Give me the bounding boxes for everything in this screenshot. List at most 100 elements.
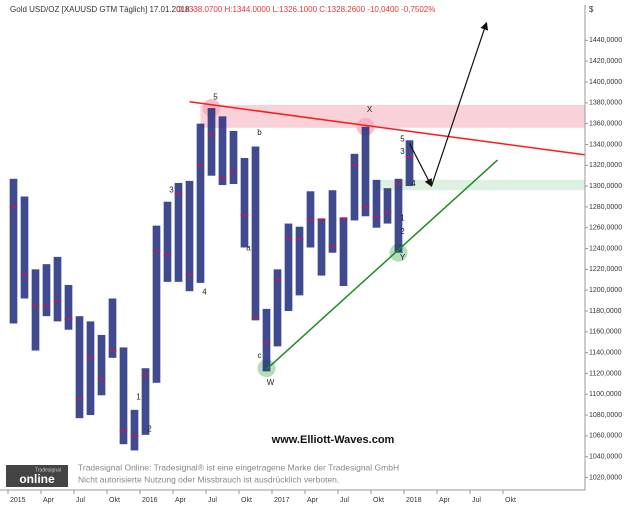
wave-label: 5 — [400, 134, 405, 143]
price-bar — [97, 334, 106, 396]
watermark: www.Elliott-Waves.com — [271, 434, 395, 446]
y-tick-label: 1080,0000 — [589, 412, 622, 419]
price-bar — [42, 264, 51, 317]
price-bar — [394, 178, 403, 253]
wave-label: 2 — [147, 425, 152, 434]
y-tick-label: 1020,0000 — [589, 474, 622, 481]
chart-title: Gold USD/OZ [XAUUSD GTM Täglich] 17.01.2… — [10, 5, 195, 14]
price-bar — [218, 116, 227, 186]
y-tick-label: 1280,0000 — [589, 204, 622, 211]
y-tick-label: 1200,0000 — [589, 287, 622, 294]
x-tick-label: 2018 — [406, 497, 422, 504]
price-bar — [141, 368, 150, 435]
wave-label: 4 — [411, 179, 416, 188]
wave-label: Y — [400, 253, 406, 262]
y-tick-label: 1440,0000 — [589, 37, 622, 44]
price-bar — [152, 225, 161, 383]
wave-label: 4 — [202, 287, 207, 296]
y-tick-label: 1060,0000 — [589, 433, 622, 440]
x-tick-label: 2017 — [274, 497, 290, 504]
footer-line: Nicht autorisierte Nutzung oder Missbrau… — [78, 474, 339, 484]
price-bar — [86, 321, 95, 416]
x-tick-label: Okt — [505, 497, 516, 504]
y-tick-label: 1220,0000 — [589, 266, 622, 273]
price-bar — [53, 256, 62, 322]
price-bar — [273, 269, 282, 347]
wave-label: X — [367, 105, 373, 114]
y-tick-label: 1240,0000 — [589, 245, 622, 252]
arrow — [430, 21, 489, 187]
price-bar — [328, 190, 337, 253]
price-bar — [295, 226, 304, 296]
x-tick-label: 2015 — [10, 497, 26, 504]
y-tick-label: 1260,0000 — [589, 225, 622, 232]
wave-label: 5 — [213, 93, 218, 102]
x-tick-label: Apr — [175, 497, 187, 504]
y-unit: $ — [589, 5, 594, 14]
wave-label: 1 — [136, 392, 141, 401]
x-tick-label: Apr — [307, 497, 319, 504]
x-tick-label: Apr — [439, 497, 451, 504]
wave-label: c — [258, 351, 262, 360]
y-tick-label: 1140,0000 — [589, 349, 622, 356]
price-bar — [75, 316, 84, 419]
price-bar — [130, 409, 139, 451]
price-bar — [174, 182, 183, 282]
price-bar — [284, 223, 293, 311]
trendline — [189, 101, 586, 156]
zone — [200, 104, 585, 128]
x-tick-label: Okt — [241, 497, 252, 504]
price-bar — [9, 178, 18, 324]
x-tick-label: Okt — [373, 497, 384, 504]
x-tick-label: Jul — [208, 497, 217, 504]
x-tick-label: Jul — [76, 497, 85, 504]
logo-text: online — [19, 472, 55, 486]
price-bar — [262, 308, 271, 372]
price-bar — [20, 196, 29, 299]
wave-label: a — [246, 244, 251, 253]
layer-marks: 5 Xb 3 4 a c W 1 2 5 3 4 1 2 Y — [9, 21, 586, 451]
price-bar — [339, 217, 348, 287]
y-tick-label: 1100,0000 — [589, 391, 622, 398]
price-bar — [108, 298, 117, 358]
x-tick-label: Apr — [43, 497, 55, 504]
price-bar — [372, 179, 381, 228]
y-tick-label: 1340,0000 — [589, 141, 622, 148]
price-bar — [361, 126, 370, 217]
arrow — [408, 143, 433, 187]
y-tick-label: 1040,0000 — [589, 454, 622, 461]
y-tick-label: 1420,0000 — [589, 58, 622, 65]
price-bar — [185, 180, 194, 292]
y-tick-label: 1360,0000 — [589, 120, 622, 127]
y-tick-label: 1380,0000 — [589, 100, 622, 107]
x-tick-label: Jul — [472, 497, 481, 504]
x-tick-label: Jul — [340, 497, 349, 504]
y-tick-label: 1180,0000 — [589, 308, 622, 315]
price-bar — [383, 188, 392, 224]
x-tick-label: 2016 — [142, 497, 158, 504]
price-bar — [196, 123, 205, 283]
x-tick-label: Okt — [109, 497, 120, 504]
price-bar — [207, 108, 216, 176]
y-tick-label: 1320,0000 — [589, 162, 622, 169]
price-bar — [31, 269, 40, 351]
price-bar — [229, 130, 238, 185]
price-bar — [317, 218, 326, 276]
wave-label: 2 — [400, 227, 405, 236]
trendline — [265, 159, 499, 370]
y-tick-label: 1400,0000 — [589, 79, 622, 86]
price-bar — [240, 157, 249, 248]
wave-label: W — [267, 378, 275, 387]
wave-label: 3 — [169, 185, 174, 194]
y-tick-label: 1300,0000 — [589, 183, 622, 190]
logo-brand: Tradesignal — [35, 467, 61, 473]
price-bar — [405, 140, 414, 187]
price-bar — [119, 347, 128, 445]
zone — [376, 179, 585, 191]
footer-line: Tradesignal Online: Tradesignal® ist ein… — [78, 462, 399, 472]
logo-box — [6, 465, 68, 487]
wave-label: b — [257, 128, 262, 137]
y-tick-label: 1160,0000 — [589, 329, 622, 336]
